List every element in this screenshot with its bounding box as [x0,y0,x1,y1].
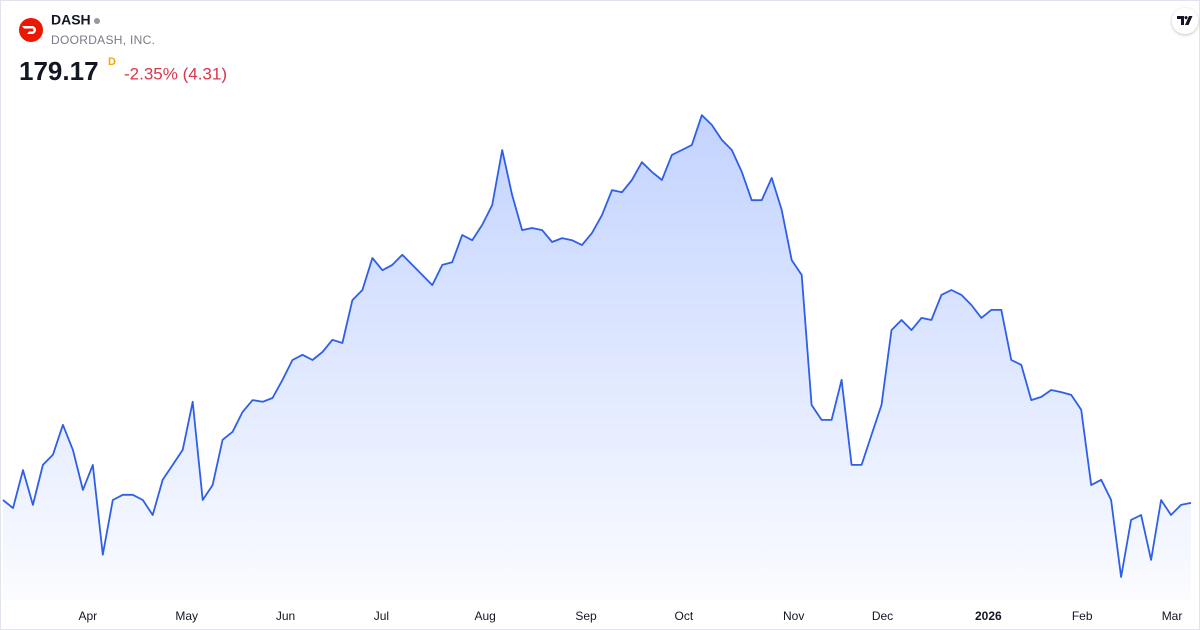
symbol: DASH [51,12,91,28]
x-tick-label: Apr [79,609,98,623]
x-tick-label: Oct [675,609,694,623]
status-dot [94,18,100,24]
price-change: -2.35% (4.31) [124,64,227,83]
x-tick-label: Nov [783,609,804,623]
logo [19,18,43,42]
x-tick-label: Sep [575,609,597,623]
x-tick-label: Dec [872,609,893,623]
x-tick-label: May [175,609,198,623]
x-tick-label: Jun [276,609,295,623]
company-name: DOORDASH, INC. [51,33,155,47]
x-tick-label: 2026 [975,609,1002,623]
x-tick-label: Jul [374,609,389,623]
tradingview-logo [1172,8,1198,34]
x-tick-label: Aug [475,609,496,623]
x-tick-label: Feb [1072,609,1093,623]
price: 179.17 [19,56,99,86]
interval: D [108,56,116,68]
x-tick-label: Mar [1162,609,1183,623]
area-fill [3,115,1191,600]
price-line [2,114,1192,578]
plot-area [2,114,1192,600]
